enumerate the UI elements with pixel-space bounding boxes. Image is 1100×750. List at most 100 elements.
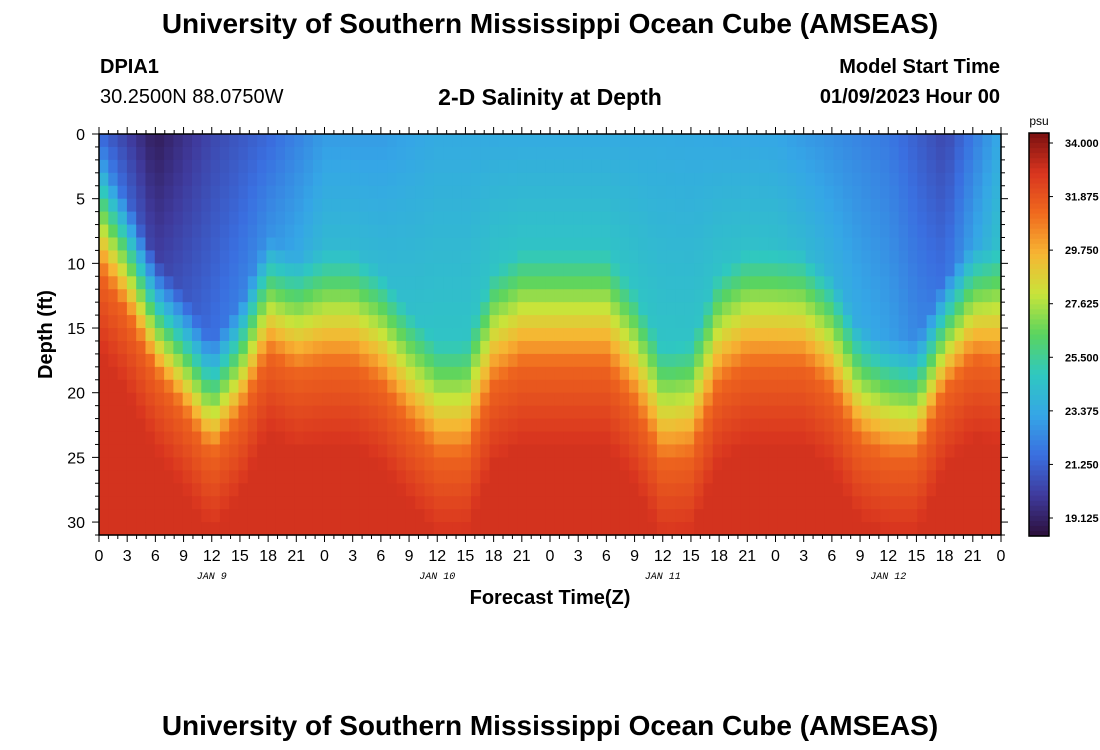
heatmap-cell <box>489 431 500 446</box>
heatmap-cell <box>340 509 351 523</box>
heatmap-cell <box>610 483 621 497</box>
colorbar-segment <box>1029 334 1049 341</box>
heatmap-cell <box>238 198 249 213</box>
heatmap-cell <box>405 263 416 277</box>
heatmap-cell <box>638 315 649 329</box>
heatmap-cell <box>210 405 221 420</box>
heatmap-cell <box>340 146 351 161</box>
heatmap-cell <box>722 302 732 316</box>
x-tick-label: 6 <box>151 548 160 565</box>
heatmap-cell <box>694 340 705 355</box>
heatmap-cell <box>415 302 426 316</box>
heatmap-cell <box>740 237 751 252</box>
heatmap-cell <box>824 211 835 226</box>
heatmap-cell <box>173 276 184 290</box>
heatmap-cell <box>675 509 686 523</box>
heatmap-cell <box>796 276 807 290</box>
heatmap-cell <box>777 405 788 420</box>
heatmap-cell <box>945 198 956 213</box>
heatmap-cell <box>508 431 519 446</box>
heatmap-cell <box>926 146 937 161</box>
heatmap-cell <box>219 405 230 420</box>
heatmap-cell <box>889 328 900 342</box>
heatmap-cell <box>99 483 109 497</box>
heatmap-cell <box>796 418 807 433</box>
heatmap-cell <box>182 134 193 148</box>
heatmap-cell <box>99 289 109 303</box>
heatmap-cell <box>517 353 528 368</box>
heatmap-cell <box>842 250 853 264</box>
heatmap-cell <box>749 237 760 252</box>
heatmap-cell <box>387 276 398 290</box>
heatmap-cell <box>452 470 463 484</box>
heatmap-cell <box>99 509 109 523</box>
heatmap-cell <box>387 340 398 355</box>
heatmap-cell <box>610 522 621 536</box>
heatmap-cell <box>554 289 565 303</box>
heatmap-cell <box>768 198 779 213</box>
heatmap-cell <box>908 483 918 497</box>
heatmap-cell <box>498 405 509 420</box>
heatmap-cell <box>275 392 286 407</box>
heatmap-cell <box>340 211 351 226</box>
heatmap-cell <box>694 392 705 407</box>
heatmap-cell <box>415 224 426 239</box>
heatmap-cell <box>908 392 918 407</box>
heatmap-cell <box>108 237 119 252</box>
heatmap-cell <box>201 470 212 484</box>
colorbar-segment <box>1029 208 1049 215</box>
heatmap-cell <box>563 263 574 277</box>
heatmap-cell <box>768 522 779 536</box>
heatmap-cell <box>880 392 891 407</box>
heatmap-cell <box>917 289 928 303</box>
heatmap-cell <box>359 276 370 290</box>
heatmap-cell <box>312 315 323 329</box>
heatmap-cell <box>805 483 816 497</box>
heatmap-cell <box>656 522 667 536</box>
plot-title: 2-D Salinity at Depth <box>438 84 662 110</box>
heatmap-cell <box>498 237 509 252</box>
heatmap-cell <box>601 198 612 213</box>
heatmap-cell <box>266 315 277 329</box>
heatmap-cell <box>229 340 240 355</box>
heatmap-cell <box>443 224 453 239</box>
heatmap-cell <box>591 340 602 355</box>
heatmap-cell <box>359 392 370 407</box>
x-tick-label: 15 <box>682 548 700 565</box>
heatmap-cell <box>489 496 500 510</box>
heatmap-cell <box>331 470 342 484</box>
heatmap-cell <box>842 172 853 187</box>
heatmap-cell <box>480 263 491 277</box>
heatmap-cell <box>759 172 770 187</box>
heatmap-cell <box>117 289 128 303</box>
heatmap-cell <box>498 302 509 316</box>
heatmap-cell <box>861 431 872 446</box>
heatmap-cell <box>173 431 184 446</box>
heatmap-cell <box>257 457 267 471</box>
heatmap-cell <box>582 353 593 368</box>
heatmap-cell <box>145 483 156 497</box>
heatmap-cell <box>749 159 760 174</box>
heatmap-cell <box>508 509 519 523</box>
heatmap-cell <box>908 159 918 174</box>
colorbar-segment <box>1029 450 1049 456</box>
heatmap-cell <box>164 522 174 536</box>
heatmap-cell <box>554 509 565 523</box>
heatmap-cell <box>331 418 342 433</box>
heatmap-cell <box>294 250 305 264</box>
heatmap-cell <box>619 431 630 446</box>
heatmap-cell <box>656 340 667 355</box>
heatmap-cell <box>219 224 230 239</box>
heatmap-cell <box>145 366 156 381</box>
heatmap-cell <box>443 418 453 433</box>
heatmap-cell <box>722 509 732 523</box>
heatmap-cell <box>629 302 639 316</box>
heatmap-cell <box>731 134 742 148</box>
heatmap-cell <box>908 134 918 148</box>
heatmap-cell <box>787 146 798 161</box>
heatmap-cell <box>787 379 798 394</box>
heatmap-cell <box>563 509 574 523</box>
heatmap-cell <box>991 159 1002 174</box>
heatmap-cell <box>526 289 537 303</box>
heatmap-cell <box>554 496 565 510</box>
